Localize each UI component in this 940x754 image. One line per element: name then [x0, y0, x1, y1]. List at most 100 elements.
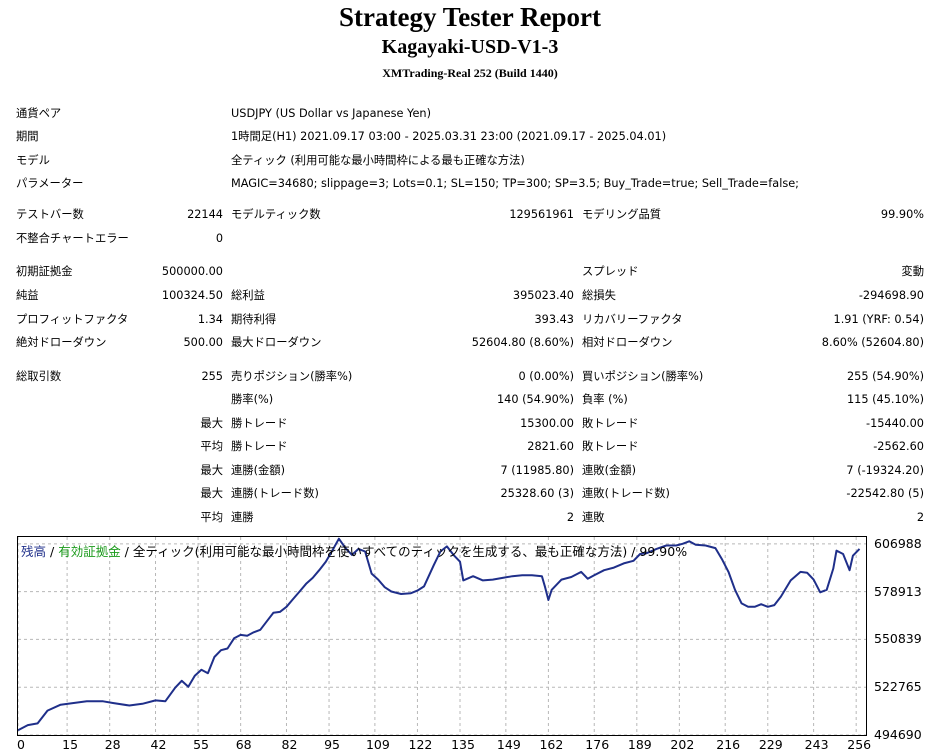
- stat-label: モデルティック数: [231, 208, 321, 221]
- stat-value: 115 (45.10%): [846, 393, 924, 406]
- x-tick-label: 109: [365, 737, 390, 752]
- info-label-model: モデル: [16, 154, 50, 167]
- x-tick-label: 149: [496, 737, 521, 752]
- stat-label: 総取引数: [16, 370, 62, 383]
- stat-label: 連敗(金額): [582, 464, 637, 477]
- stat-value: 99.90%: [880, 208, 924, 221]
- stat-value: 500000.00: [161, 265, 223, 278]
- x-tick-label: 82: [281, 737, 298, 752]
- stat-label: 連勝: [231, 511, 254, 524]
- stat-label: 連勝(トレード数): [231, 487, 319, 500]
- stat-label: 勝トレード: [231, 417, 288, 430]
- report-title: Strategy Tester Report: [339, 2, 601, 32]
- x-tick-label: 0: [17, 737, 25, 752]
- stat-label: 不整合チャートエラー: [16, 232, 129, 245]
- legend-balance: 残高: [21, 544, 47, 559]
- stat-value: 8.60% (52604.80): [821, 336, 924, 349]
- stat-value: 1.91 (YRF: 0.54): [833, 313, 924, 326]
- stat-prefix: 最大: [200, 417, 223, 430]
- stat-value: 140 (54.90%): [496, 393, 574, 406]
- balance-chart: [17, 536, 867, 736]
- stat-label: 敗トレード: [582, 417, 639, 430]
- legend-separator: /: [46, 544, 59, 559]
- stat-value: 52604.80 (8.60%): [471, 336, 574, 349]
- stat-label: スプレッド: [582, 265, 639, 278]
- stat-value: 15300.00: [520, 417, 574, 430]
- y-tick-label: 578913: [874, 583, 922, 599]
- stat-label: 最大ドローダウン: [231, 336, 322, 349]
- info-label-period: 期間: [16, 130, 39, 143]
- x-tick-label: 256: [847, 737, 872, 752]
- x-tick-label: 42: [150, 737, 167, 752]
- stat-label: 初期証拠金: [16, 265, 73, 278]
- stat-value: 変動: [901, 265, 924, 278]
- stat-label: 敗トレード: [582, 440, 639, 453]
- x-tick-label: 135: [451, 737, 475, 752]
- y-tick-label: 522765: [874, 679, 922, 695]
- stat-value: 500.00: [183, 336, 223, 349]
- stat-label: 純益: [16, 289, 39, 302]
- x-tick-label: 55: [193, 737, 210, 752]
- stat-label: 絶対ドローダウン: [16, 336, 107, 349]
- chart-plot: [18, 537, 866, 735]
- stat-label: 総利益: [231, 289, 265, 302]
- stat-value: 7 (11985.80): [500, 464, 575, 477]
- stat-label: 勝トレード: [231, 440, 288, 453]
- x-tick-label: 68: [235, 737, 252, 752]
- info-value-symbol: USDJPY (US Dollar vs Japanese Yen): [231, 107, 431, 120]
- x-tick-label: 202: [670, 737, 695, 752]
- stat-prefix: 平均: [200, 511, 223, 524]
- x-tick-label: 95: [324, 737, 340, 752]
- x-tick-label: 162: [539, 737, 564, 752]
- stat-prefix: 平均: [200, 440, 223, 453]
- stat-label: 売りポジション(勝率%): [231, 370, 353, 383]
- stat-value: 0: [215, 232, 223, 245]
- x-tick-label: 243: [804, 737, 829, 752]
- stat-label: 連敗: [582, 511, 605, 524]
- stat-value: 7 (-19324.20): [846, 464, 924, 477]
- y-tick-label: 494690: [874, 727, 922, 742]
- y-tick-label: 550839: [874, 631, 922, 647]
- info-value-model: 全ティック (利用可能な最小時間枠による最も正確な方法): [231, 154, 525, 167]
- x-tick-label: 28: [104, 737, 121, 752]
- stat-prefix: 最大: [200, 464, 223, 477]
- chart-legend: 残高 / 有効証拠金 / 全ティック(利用可能な最小時間枠を使いすべてのティック…: [21, 541, 687, 560]
- stat-value: 100324.50: [161, 289, 223, 302]
- stat-value: -15440.00: [866, 417, 924, 430]
- x-tick-label: 189: [627, 737, 652, 752]
- stat-value: 2: [566, 511, 574, 524]
- x-tick-label: 176: [585, 737, 610, 752]
- stat-value: -2562.60: [873, 440, 924, 453]
- info-label-symbol: 通貨ペア: [16, 107, 62, 120]
- stat-label: リカバリーファクタ: [582, 313, 683, 326]
- stat-prefix: 最大: [200, 487, 223, 500]
- legend-equity: 有効証拠金: [58, 544, 121, 559]
- stat-label: プロフィットファクタ: [16, 313, 129, 326]
- stat-label: 買いポジション(勝率%): [582, 370, 704, 383]
- stat-label: テストバー数: [16, 208, 84, 221]
- x-tick-label: 229: [758, 737, 783, 752]
- stat-label: 総損失: [582, 289, 616, 302]
- stat-label: 負率 (%): [582, 393, 628, 406]
- stat-value: 255 (54.90%): [846, 370, 924, 383]
- stat-value: 0 (0.00%): [518, 370, 574, 383]
- y-tick-label: 606988: [874, 535, 922, 551]
- stat-label: 連敗(トレード数): [582, 487, 670, 500]
- stat-label: 相対ドローダウン: [582, 336, 673, 349]
- stat-value: 393.43: [534, 313, 574, 326]
- ea-name: Kagayaki-USD-V1-3: [381, 36, 559, 58]
- legend-model: 全ティック(利用可能な最小時間枠を使いすべてのティックを生成する、最も正確な方法…: [132, 544, 688, 559]
- stat-value: 2: [916, 511, 924, 524]
- stat-label: 勝率(%): [231, 393, 274, 406]
- info-value-parameters: MAGIC=34680; slippage=3; Lots=0.1; SL=15…: [231, 177, 799, 190]
- stat-value: 255: [201, 370, 223, 383]
- stat-value: -294698.90: [858, 289, 924, 302]
- info-label-parameters: パラメーター: [16, 177, 84, 190]
- stat-value: 395023.40: [512, 289, 574, 302]
- stat-value: 22144: [187, 208, 223, 221]
- stat-value: 25328.60 (3): [500, 487, 575, 500]
- legend-separator: /: [120, 544, 133, 559]
- stat-label: モデリング品質: [582, 208, 662, 221]
- x-tick-label: 216: [716, 737, 741, 752]
- x-tick-label: 15: [62, 737, 79, 752]
